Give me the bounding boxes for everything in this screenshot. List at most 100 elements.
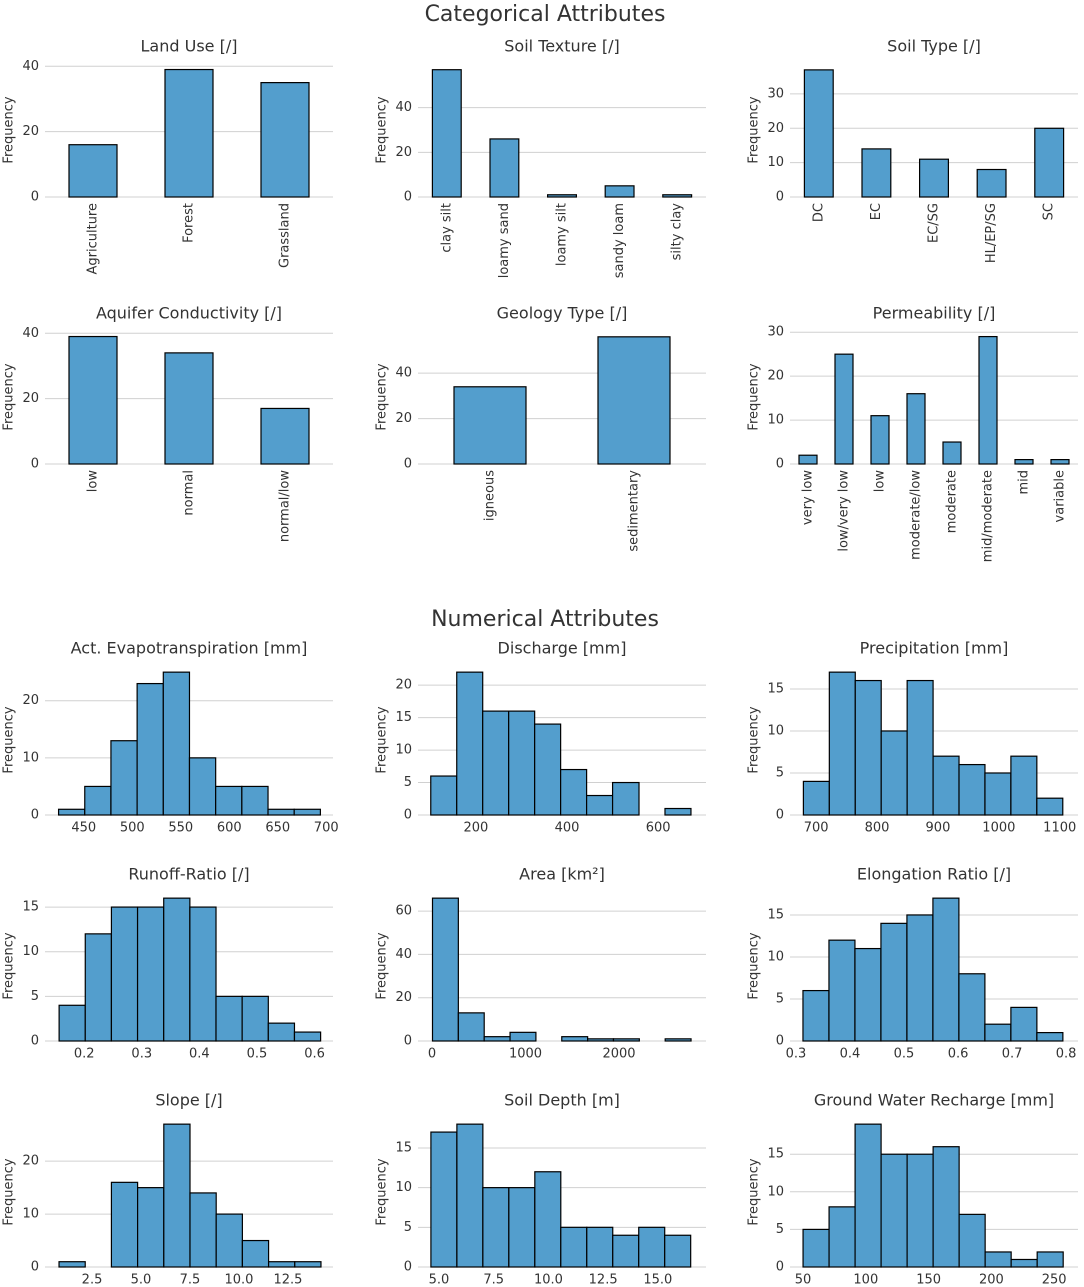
bar	[1014, 459, 1034, 465]
y-axis-label: Frequency	[375, 706, 390, 773]
histogram-bar	[456, 671, 484, 816]
y-tick-label: 20	[22, 1154, 39, 1169]
y-tick-label: 20	[22, 693, 39, 708]
x-tick-label: mid/moderate	[981, 470, 996, 562]
subplot-title: Soil Depth [m]	[504, 1091, 620, 1110]
x-tick-label: 600	[646, 821, 671, 836]
x-tick-label: igneous	[483, 470, 498, 521]
subplot: Discharge [mm] Frequency 0 5 10 15 20 200 400 600	[375, 639, 706, 836]
bar	[431, 69, 462, 198]
y-tick-label: 10	[22, 750, 39, 765]
histogram-bar	[267, 808, 295, 816]
histogram-bar	[58, 1261, 86, 1268]
y-tick-label: 0	[31, 808, 39, 823]
histogram-bar	[215, 785, 243, 816]
y-tick-label: 40	[22, 326, 39, 341]
x-tick-label: silty clay	[670, 203, 685, 261]
y-axis-label: Frequency	[375, 363, 390, 430]
y-tick-label: 20	[22, 391, 39, 406]
y-tick-label: 15	[22, 900, 39, 915]
histogram-bar	[188, 757, 217, 816]
x-tick-label: 1000	[982, 821, 1015, 836]
y-axis-label: Frequency	[375, 96, 390, 163]
y-tick-label: 15	[767, 1147, 784, 1162]
bar	[1034, 127, 1065, 198]
subplot-title: Soil Texture [/]	[504, 37, 619, 56]
y-axis-label: Frequency	[375, 932, 390, 999]
y-tick-label: 0	[404, 457, 412, 472]
bar	[453, 386, 527, 465]
histogram-bar	[163, 1123, 191, 1268]
x-tick-label: 0.4	[189, 1047, 210, 1062]
x-tick-label: low/very low	[837, 470, 852, 552]
histogram-bar	[267, 1261, 296, 1268]
bar	[870, 415, 890, 465]
x-tick-label: 10.0	[534, 1273, 563, 1287]
bar	[68, 335, 118, 465]
y-tick-label: 5	[776, 1222, 784, 1237]
bar	[164, 352, 214, 465]
y-tick-label: 10	[395, 1180, 412, 1195]
y-tick-label: 15	[767, 681, 784, 696]
x-tick-label: 500	[120, 821, 145, 836]
y-tick-label: 15	[395, 1140, 412, 1155]
bar	[906, 393, 926, 465]
bar	[68, 144, 118, 198]
x-tick-label: 0.2	[74, 1047, 95, 1062]
histogram-bar	[137, 1187, 165, 1268]
y-tick-label: 20	[395, 990, 412, 1005]
bar	[662, 194, 693, 198]
subplot: Soil Type [/] Frequency 0 10 20 30 DC EC EC/SG HL…	[747, 37, 1078, 263]
histogram-bar	[57, 808, 86, 816]
histogram-bar	[431, 897, 459, 1042]
histogram-bar	[293, 808, 321, 816]
bar	[861, 148, 892, 198]
histogram-bar	[854, 1123, 882, 1268]
x-tick-label: 900	[926, 821, 951, 836]
histogram-bar	[508, 710, 536, 816]
x-tick-label: 700	[314, 821, 339, 836]
x-tick-label: 2.5	[82, 1273, 103, 1287]
x-tick-label: 450	[71, 821, 96, 836]
y-tick-label: 20	[22, 124, 39, 139]
y-tick-label: 40	[395, 100, 412, 115]
subplot-title: Ground Water Recharge [mm]	[814, 1091, 1054, 1110]
x-tick-label: 7.5	[483, 1273, 504, 1287]
y-tick-label: 15	[767, 907, 784, 922]
histogram-bar	[110, 740, 138, 816]
bar	[260, 82, 310, 198]
y-tick-label: 5	[776, 991, 784, 1006]
histogram-bar	[561, 1036, 589, 1042]
x-tick-label: 250	[1042, 1273, 1067, 1287]
y-tick-label: 0	[31, 190, 39, 205]
x-tick-label: 0.6	[304, 1047, 325, 1062]
bar	[803, 69, 834, 198]
histogram-bar	[189, 906, 217, 1042]
histogram-bar	[932, 755, 960, 816]
histogram-bar	[136, 906, 165, 1042]
histogram-bar	[932, 897, 960, 1042]
y-tick-label: 0	[776, 190, 784, 205]
y-axis-label: Frequency	[2, 932, 17, 999]
y-tick-label: 40	[395, 366, 412, 381]
y-tick-label: 40	[395, 947, 412, 962]
subplot: Land Use [/] Frequency 0 20 40 Agriculture For…	[2, 37, 333, 275]
histogram-bar	[534, 723, 562, 816]
histogram-bar	[612, 1234, 640, 1268]
bar	[597, 336, 671, 465]
histogram-bar	[84, 785, 112, 816]
x-tick-label: sandy loam	[612, 203, 627, 278]
subplot: Permeability [/] Frequency 0 10 20 30 very low…	[747, 304, 1078, 562]
x-tick-label: 550	[168, 821, 193, 836]
histogram-bar	[136, 682, 164, 816]
y-tick-label: 5	[31, 989, 39, 1004]
y-axis-label: Frequency	[747, 932, 762, 999]
x-tick-label: 12.5	[273, 1273, 302, 1287]
histogram-bar	[84, 933, 113, 1042]
subplot-title: Geology Type [/]	[497, 304, 628, 323]
x-tick-label: SC	[1042, 203, 1057, 220]
y-tick-label: 10	[395, 743, 412, 758]
y-tick-label: 5	[404, 775, 412, 790]
y-tick-label: 0	[776, 457, 784, 472]
